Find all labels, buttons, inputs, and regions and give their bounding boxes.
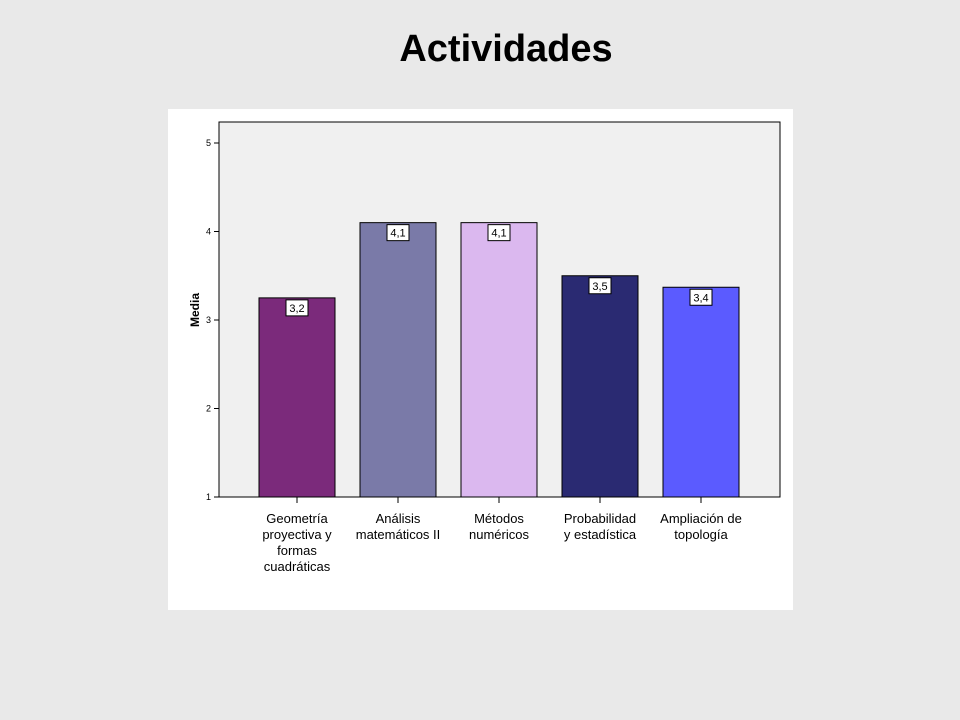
x-axis: Geometría proyectiva y formas cuadráticas An…: [262, 497, 742, 574]
data-label: 4,1: [390, 228, 405, 240]
y-axis-label: Media: [188, 293, 202, 327]
data-label: 3,5: [592, 281, 607, 293]
y-axis: 1 2 3 4 5: [206, 138, 219, 502]
bar-chart: 1 2 3 4 5 3,2 4,1 4,1 3,5 3,4 Geometría proyectiv…: [188, 121, 781, 574]
data-label: 3,4: [693, 292, 708, 304]
data-label: 3,2: [289, 303, 304, 315]
x-tick-label: Probabilidad y estadística: [564, 511, 637, 542]
x-tick-label: Ampliación de topología: [660, 511, 742, 542]
y-tick-label: 5: [206, 138, 211, 148]
bar: [561, 275, 639, 498]
data-label-box: [386, 224, 410, 242]
bar: [258, 297, 336, 498]
x-tick-label: Geometría proyectiva y formas cuadráticas: [262, 511, 332, 574]
y-tick-label: 4: [206, 227, 211, 237]
y-tick-label: 2: [206, 404, 211, 414]
data-label: 4,1: [491, 228, 506, 240]
data-label-box: [588, 277, 612, 295]
data-label-box: [689, 288, 713, 306]
bar: [662, 286, 740, 498]
chart-panel: 1 2 3 4 5 3,2 4,1 4,1 3,5 3,4 Geometría proyectiv…: [168, 109, 793, 610]
y-tick-label: 3: [206, 315, 211, 325]
x-tick-label: Métodos numéricos: [469, 511, 529, 542]
bars: 3,2 4,1 4,1 3,5 3,4: [258, 222, 740, 498]
x-tick-label: Análisis matemáticos II: [356, 511, 441, 542]
bar: [460, 222, 538, 498]
bar: [359, 222, 437, 498]
y-tick-label: 1: [206, 492, 211, 502]
data-label-box: [285, 299, 309, 317]
data-label-box: [487, 224, 511, 242]
slide-title: Actividades: [399, 28, 613, 70]
